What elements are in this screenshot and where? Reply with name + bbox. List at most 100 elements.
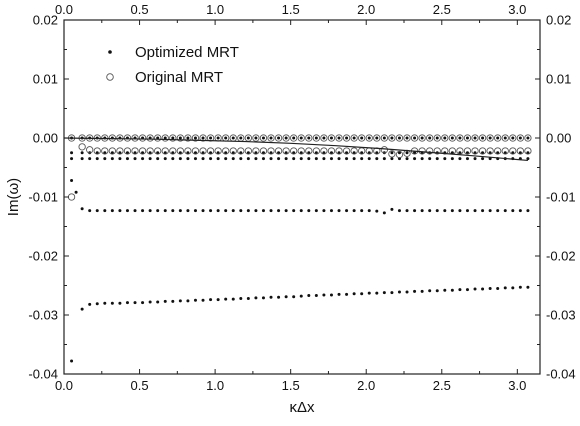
x-tick-label-bottom: 2.5	[433, 378, 451, 393]
point-optimized-mrt	[148, 157, 152, 161]
point-optimized-mrt	[299, 294, 303, 298]
y-tick-label-right: -0.03	[546, 308, 576, 323]
point-optimized-mrt	[329, 293, 333, 297]
point-optimized-mrt	[367, 157, 371, 161]
point-optimized-mrt	[178, 157, 182, 161]
point-optimized-mrt	[322, 157, 326, 161]
point-optimized-mrt	[405, 290, 409, 294]
point-optimized-mrt	[246, 209, 250, 213]
point-optimized-mrt	[307, 157, 311, 161]
x-tick-label-bottom: 2.0	[357, 378, 375, 393]
point-optimized-mrt	[141, 209, 145, 213]
point-optimized-mrt	[375, 157, 379, 161]
point-optimized-mrt	[375, 136, 379, 140]
point-optimized-mrt	[329, 136, 333, 140]
point-original-mrt	[418, 134, 426, 142]
point-original-mrt	[184, 147, 192, 155]
point-optimized-mrt	[428, 209, 432, 213]
point-optimized-mrt	[413, 151, 417, 155]
point-optimized-mrt	[413, 289, 417, 293]
point-optimized-mrt	[95, 157, 99, 161]
point-optimized-mrt	[163, 157, 167, 161]
point-optimized-mrt	[292, 209, 296, 213]
point-optimized-mrt	[367, 151, 371, 155]
point-optimized-mrt	[450, 157, 454, 161]
point-original-mrt	[373, 134, 381, 142]
point-original-mrt	[229, 147, 237, 155]
point-optimized-mrt	[428, 289, 432, 293]
x-tick-label-top: 2.5	[433, 2, 451, 17]
point-optimized-mrt	[360, 136, 364, 140]
point-optimized-mrt	[216, 157, 220, 161]
point-optimized-mrt	[382, 291, 386, 295]
point-original-mrt	[312, 147, 321, 155]
legend: Optimized MRT Original MRT	[106, 44, 239, 86]
point-optimized-mrt	[193, 136, 197, 140]
point-original-mrt	[471, 134, 479, 142]
point-optimized-mrt	[360, 292, 364, 296]
point-optimized-mrt	[110, 209, 114, 213]
point-optimized-mrt	[201, 157, 205, 161]
point-optimized-mrt	[110, 151, 114, 155]
point-optimized-mrt	[80, 151, 84, 155]
point-optimized-mrt	[518, 136, 522, 140]
point-original-mrt	[267, 147, 275, 155]
point-optimized-mrt	[70, 359, 74, 363]
point-optimized-mrt	[397, 209, 401, 213]
point-optimized-mrt	[186, 151, 190, 155]
point-optimized-mrt	[103, 301, 107, 305]
point-optimized-mrt	[118, 301, 122, 305]
point-optimized-mrt	[284, 151, 288, 155]
point-original-mrt	[146, 134, 154, 142]
point-optimized-mrt	[201, 136, 205, 140]
point-optimized-mrt	[103, 151, 107, 155]
point-optimized-mrt	[503, 151, 507, 155]
point-optimized-mrt	[526, 209, 530, 213]
point-optimized-mrt	[435, 157, 439, 161]
point-optimized-mrt	[171, 299, 175, 303]
point-optimized-mrt	[352, 292, 356, 296]
point-optimized-mrt	[95, 302, 99, 306]
point-optimized-mrt	[322, 209, 326, 213]
point-original-mrt	[93, 147, 101, 155]
point-optimized-mrt	[254, 136, 258, 140]
point-optimized-mrt	[465, 288, 469, 292]
point-optimized-mrt	[465, 136, 469, 140]
point-original-mrt	[259, 134, 268, 142]
point-optimized-mrt	[178, 299, 182, 303]
y-axis-label: Im(ω)	[5, 178, 22, 216]
point-optimized-mrt	[390, 136, 394, 140]
point-original-mrt	[116, 147, 124, 155]
point-optimized-mrt	[239, 296, 243, 300]
y-tick-label-left: -0.02	[28, 249, 58, 264]
point-optimized-mrt	[352, 209, 356, 213]
point-original-mrt	[161, 147, 169, 155]
point-original-mrt	[516, 147, 525, 155]
point-optimized-mrt	[413, 157, 417, 161]
point-optimized-mrt	[201, 298, 205, 302]
point-optimized-mrt	[254, 157, 258, 161]
point-original-mrt	[154, 134, 162, 142]
point-original-mrt	[320, 147, 328, 155]
y-tick-label-left: -0.03	[28, 308, 58, 323]
point-original-mrt	[86, 146, 94, 154]
point-optimized-mrt	[322, 136, 326, 140]
point-optimized-mrt	[314, 136, 318, 140]
point-optimized-mrt	[307, 151, 311, 155]
point-optimized-mrt	[186, 299, 190, 303]
point-optimized-mrt	[345, 136, 349, 140]
point-optimized-mrt	[337, 136, 341, 140]
point-optimized-mrt	[239, 157, 243, 161]
x-tick-label-bottom: 1.0	[206, 378, 224, 393]
point-optimized-mrt	[148, 151, 152, 155]
point-optimized-mrt	[269, 295, 273, 299]
point-optimized-mrt	[420, 136, 424, 140]
point-optimized-mrt	[163, 136, 167, 140]
point-optimized-mrt	[216, 136, 220, 140]
point-optimized-mrt	[390, 291, 394, 295]
point-optimized-mrt	[473, 287, 477, 291]
point-optimized-mrt	[148, 300, 152, 304]
point-optimized-mrt	[337, 151, 341, 155]
point-optimized-mrt	[397, 136, 401, 140]
point-optimized-mrt	[473, 136, 477, 140]
